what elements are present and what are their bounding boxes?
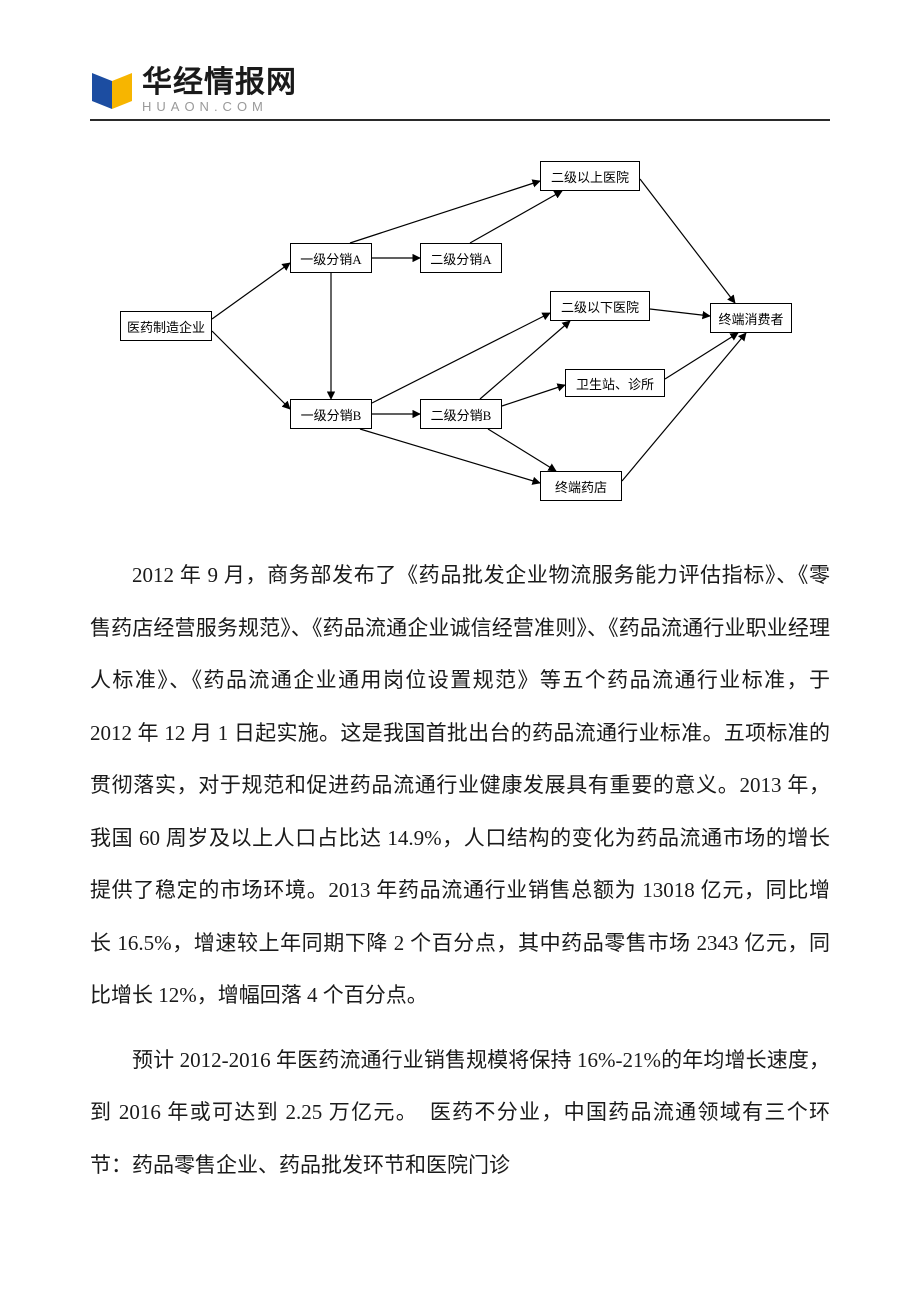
logo-icon xyxy=(90,69,134,113)
paragraph-1: 2012 年 9 月，商务部发布了《药品批发企业物流服务能力评估指标》、《零售药… xyxy=(90,549,830,1022)
flow-node-dist1B: 一级分销B xyxy=(290,399,372,429)
flow-node-clinic: 卫生站、诊所 xyxy=(565,369,665,397)
logo-subtitle: HUAON.COM xyxy=(142,100,297,113)
flow-node-consumer: 终端消费者 xyxy=(710,303,792,333)
flow-node-hospBig: 二级以上医院 xyxy=(540,161,640,191)
flow-node-dist1A: 一级分销A xyxy=(290,243,372,273)
flow-edge xyxy=(502,385,565,406)
flow-node-hospSmall: 二级以下医院 xyxy=(550,291,650,321)
flow-edge xyxy=(350,181,540,243)
paragraph-2: 预计 2012-2016 年医药流通行业销售规模将保持 16%-21%的年均增长… xyxy=(90,1034,830,1192)
flow-node-dist2A: 二级分销A xyxy=(420,243,502,273)
flow-edge xyxy=(650,309,710,316)
document-page: 华经情报网 HUAON.COM 医药制造企业 一级分销A 一级分销B 二级分销A 二级分… xyxy=(0,0,920,1263)
flow-edge xyxy=(212,331,290,409)
flow-edge xyxy=(488,429,556,471)
flow-node-mfr: 医药制造企业 xyxy=(120,311,212,341)
article-body: 2012 年 9 月，商务部发布了《药品批发企业物流服务能力评估指标》、《零售药… xyxy=(90,549,830,1191)
logo-title: 华经情报网 xyxy=(142,68,297,98)
flow-edge xyxy=(372,313,550,403)
flow-edge xyxy=(360,429,540,483)
logo-text-block: 华经情报网 HUAON.COM xyxy=(142,68,297,113)
flow-node-dist2B: 二级分销B xyxy=(420,399,502,429)
flow-node-pharmacy: 终端药店 xyxy=(540,471,622,501)
flow-edge xyxy=(622,333,746,481)
distribution-flowchart: 医药制造企业 一级分销A 一级分销B 二级分销A 二级分销B 二级以上医院二级以下医院卫生… xyxy=(110,151,810,521)
flow-edge xyxy=(640,179,735,303)
site-header: 华经情报网 HUAON.COM xyxy=(90,68,830,121)
flow-edge xyxy=(212,263,290,319)
